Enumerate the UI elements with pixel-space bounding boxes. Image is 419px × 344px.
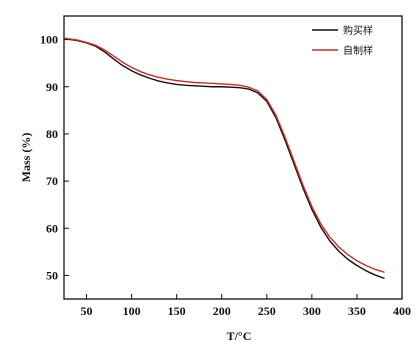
x-tick-label: 250 [258, 304, 276, 318]
series-line-1 [63, 37, 385, 279]
y-axis-ticks: 50 60 70 80 90 100 [40, 33, 69, 282]
y-tick-label: 50 [46, 268, 58, 282]
plot-frame-group [63, 15, 403, 300]
y-axis-title: Mass (%) [19, 133, 33, 183]
legend-label: 自制样 [343, 44, 373, 57]
x-tick-label: 200 [213, 304, 231, 318]
x-axis-title: T/°C [227, 329, 252, 343]
y-tick-label: 80 [46, 127, 58, 141]
x-tick-label: 300 [303, 304, 321, 318]
x-tick-label: 150 [168, 304, 186, 318]
plot-frame [63, 15, 403, 300]
y-tick-label: 100 [40, 33, 58, 47]
y-tick-label: 70 [46, 174, 58, 188]
y-tick-label: 90 [46, 80, 58, 94]
legend-label: 购买样 [343, 24, 373, 37]
y-tick-label: 60 [46, 221, 58, 235]
series-group [63, 37, 385, 279]
series-line-2 [63, 37, 385, 273]
x-tick-label: 400 [393, 304, 411, 318]
x-tick-label: 100 [123, 304, 141, 318]
x-axis-ticks: 50 100 150 200 250 300 350 400 [81, 294, 411, 318]
x-tick-label: 350 [348, 304, 366, 318]
x-tick-label: 50 [81, 304, 93, 318]
